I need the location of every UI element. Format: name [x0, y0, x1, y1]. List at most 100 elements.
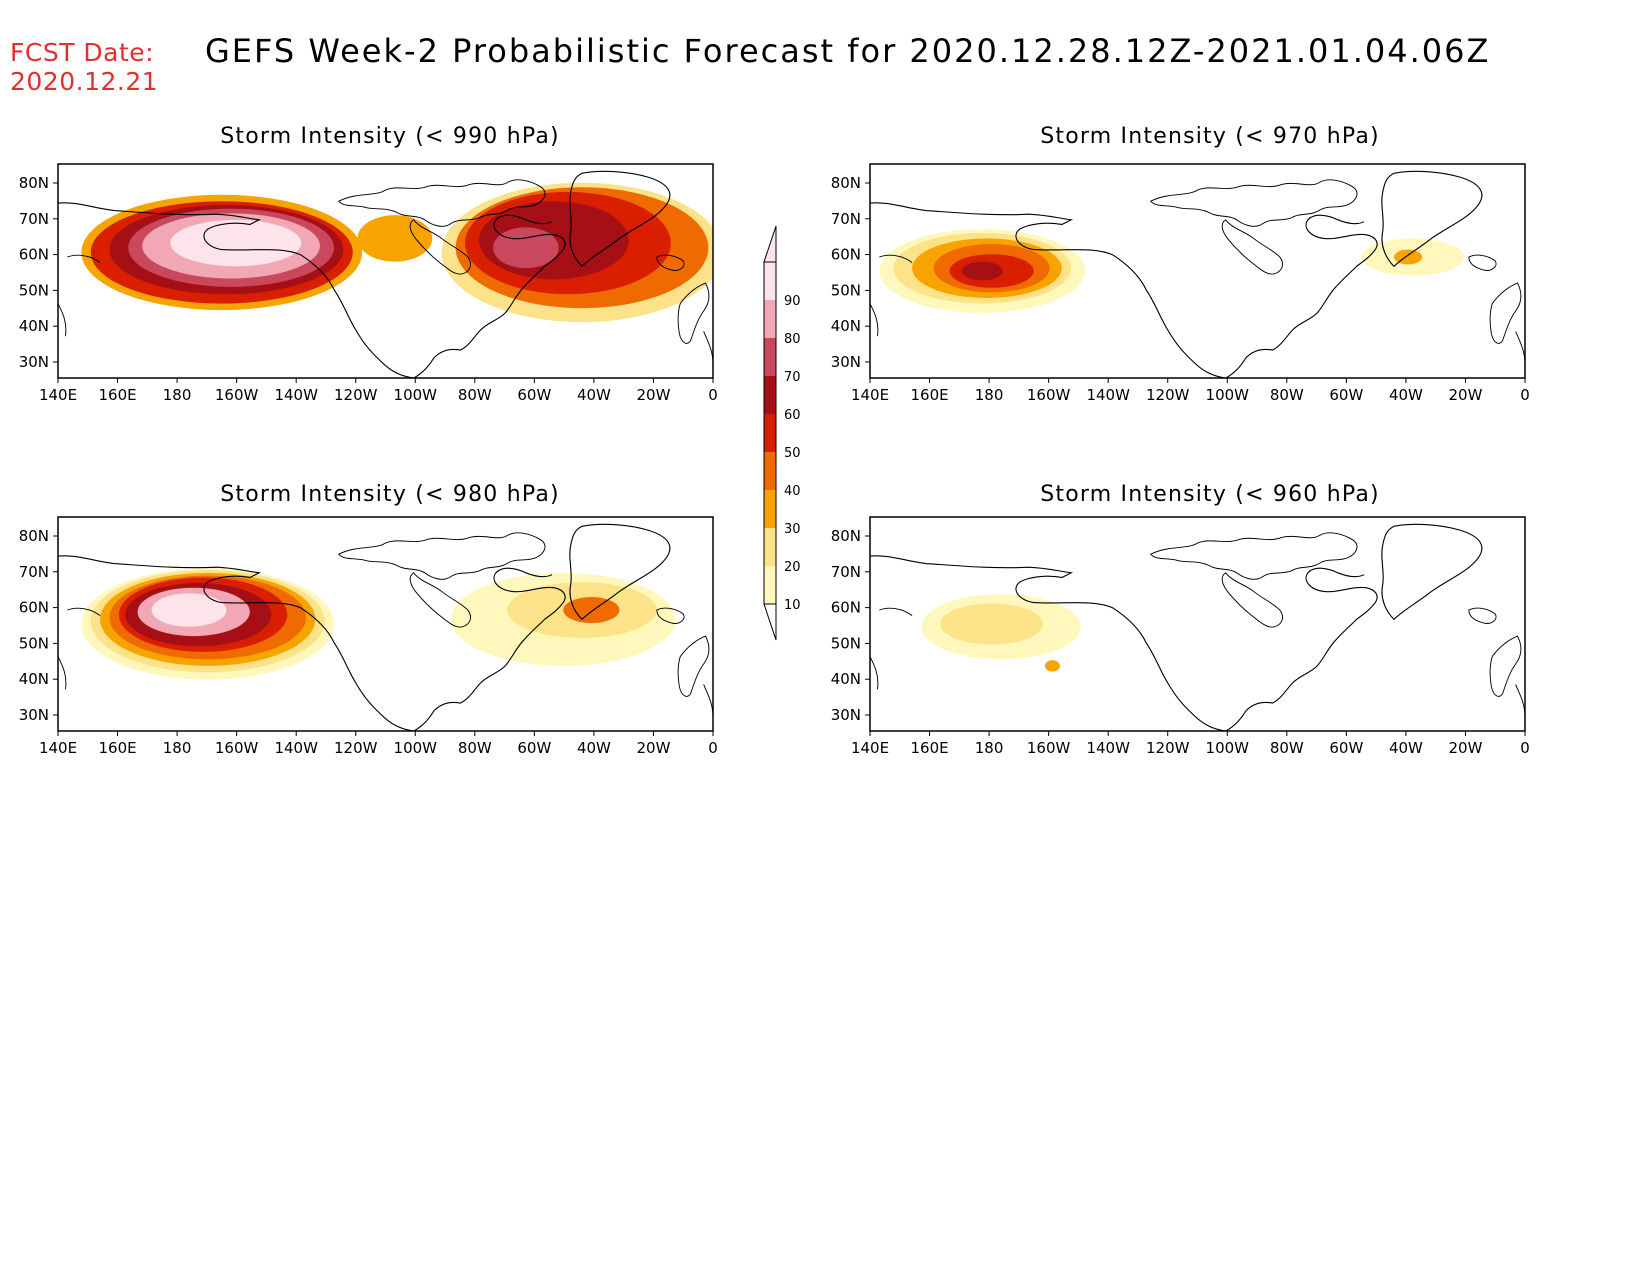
lon-tick-label: 160E [98, 739, 136, 757]
panel-title-980: Storm Intensity (< 980 hPa) [220, 482, 560, 507]
lat-tick-label: 80N [19, 527, 49, 545]
lon-tick-label: 60W [517, 739, 551, 757]
map-frame [869, 163, 1526, 379]
lon-tick-label: 160W [215, 386, 259, 404]
lon-tick-label: 80W [1270, 386, 1304, 404]
lat-tick-label: 30N [19, 353, 49, 371]
lon-tick-label: 120W [334, 386, 378, 404]
lon-tick-label: 120W [1146, 386, 1190, 404]
fcst-date-label: FCST Date: [10, 38, 155, 67]
probability-contour [563, 597, 620, 624]
lon-tick-label: 20W [1448, 386, 1482, 404]
colorbar-label: 20 [784, 560, 801, 575]
lon-tick-label: 60W [517, 386, 551, 404]
lon-tick-label: 60W [1329, 386, 1363, 404]
lat-tick-label: 60N [19, 246, 49, 264]
colorbar-segment [764, 414, 776, 452]
colorbar-label: 70 [784, 370, 801, 385]
colorbar-segment [764, 490, 776, 528]
lon-tick-label: 120W [1146, 739, 1190, 757]
lat-tick-label: 80N [831, 174, 861, 192]
lon-tick-label: 160E [910, 386, 948, 404]
panel-title-960: Storm Intensity (< 960 hPa) [1040, 482, 1380, 507]
lat-tick-label: 50N [831, 281, 861, 299]
lon-tick-label: 0 [1520, 739, 1530, 757]
probability-contour [357, 215, 433, 262]
lon-tick-label: 100W [1206, 739, 1250, 757]
lon-tick-label: 140E [39, 739, 77, 757]
lon-tick-label: 40W [577, 386, 611, 404]
colorbar-label: 40 [784, 484, 801, 499]
lon-tick-label: 100W [1206, 386, 1250, 404]
colorbar-segment [764, 376, 776, 414]
probability-field [870, 170, 1525, 378]
lon-tick-label: 160W [215, 739, 259, 757]
lon-tick-label: 0 [708, 386, 718, 404]
probability-contour [170, 219, 302, 267]
map-frame [869, 516, 1526, 732]
page-title: GEFS Week-2 Probabilistic Forecast for 2… [205, 32, 1491, 70]
probability-contour [961, 261, 1003, 281]
lat-tick-label: 50N [19, 634, 49, 652]
lon-tick-label: 20W [636, 739, 670, 757]
lat-tick-label: 60N [831, 599, 861, 617]
map-frame [57, 516, 714, 732]
probability-field [58, 523, 713, 731]
lon-tick-label: 160W [1027, 386, 1071, 404]
probability-field [58, 170, 713, 378]
lat-tick-label: 30N [831, 706, 861, 724]
lon-tick-label: 180 [975, 386, 1004, 404]
colorbar-segment [764, 262, 776, 300]
probability-contour [940, 603, 1044, 645]
lon-tick-label: 60W [1329, 739, 1363, 757]
lon-tick-label: 20W [1448, 739, 1482, 757]
lat-tick-label: 80N [831, 527, 861, 545]
colorbar-label: 90 [784, 294, 801, 309]
probability-contour [151, 593, 227, 627]
lat-tick-label: 70N [831, 563, 861, 581]
colorbar-segment [764, 528, 776, 566]
colorbar: 10 20 30 40 50 60 70 80 90 [763, 225, 801, 641]
colorbar-segment [764, 566, 776, 604]
lon-tick-label: 40W [1389, 386, 1423, 404]
probability-contour [1044, 660, 1060, 672]
lat-tick-label: 40N [19, 670, 49, 688]
panel-title-990: Storm Intensity (< 990 hPa) [220, 124, 560, 149]
map-panel-970: 80N 70N 60N 50N 40N 30N 140E 160E 180 160W 140W 120… [831, 163, 1530, 404]
lon-tick-label: 140E [851, 386, 889, 404]
lat-tick-label: 70N [19, 563, 49, 581]
lon-tick-label: 160E [98, 386, 136, 404]
lat-tick-label: 80N [19, 174, 49, 192]
lat-tick-label: 30N [19, 706, 49, 724]
lon-tick-label: 0 [1520, 386, 1530, 404]
lon-tick-label: 0 [708, 739, 718, 757]
lon-tick-label: 160W [1027, 739, 1071, 757]
panel-title-970: Storm Intensity (< 970 hPa) [1040, 124, 1380, 149]
fcst-date-block: FCST Date: 2020.12.21 [10, 38, 158, 96]
lon-tick-label: 140W [274, 739, 318, 757]
colorbar-label: 10 [784, 598, 801, 613]
lat-tick-label: 60N [831, 246, 861, 264]
lat-tick-label: 40N [831, 317, 861, 335]
lon-tick-label: 80W [458, 386, 492, 404]
colorbar-label: 60 [784, 408, 801, 423]
lon-tick-label: 40W [1389, 739, 1423, 757]
lat-tick-label: 30N [831, 353, 861, 371]
lat-tick-label: 70N [19, 210, 49, 228]
map-frame [57, 163, 714, 379]
lon-tick-label: 180 [975, 739, 1004, 757]
lon-tick-label: 80W [458, 739, 492, 757]
lon-tick-label: 80W [1270, 739, 1304, 757]
lat-tick-label: 40N [19, 317, 49, 335]
lat-tick-label: 50N [831, 634, 861, 652]
colorbar-segment [764, 338, 776, 376]
lon-tick-label: 160E [910, 739, 948, 757]
fcst-date-value: 2020.12.21 [10, 67, 159, 96]
lon-tick-label: 20W [636, 386, 670, 404]
colorbar-segment [764, 300, 776, 338]
lon-tick-label: 100W [394, 739, 438, 757]
colorbar-segment [764, 452, 776, 490]
lon-tick-label: 120W [334, 739, 378, 757]
lon-tick-label: 100W [394, 386, 438, 404]
